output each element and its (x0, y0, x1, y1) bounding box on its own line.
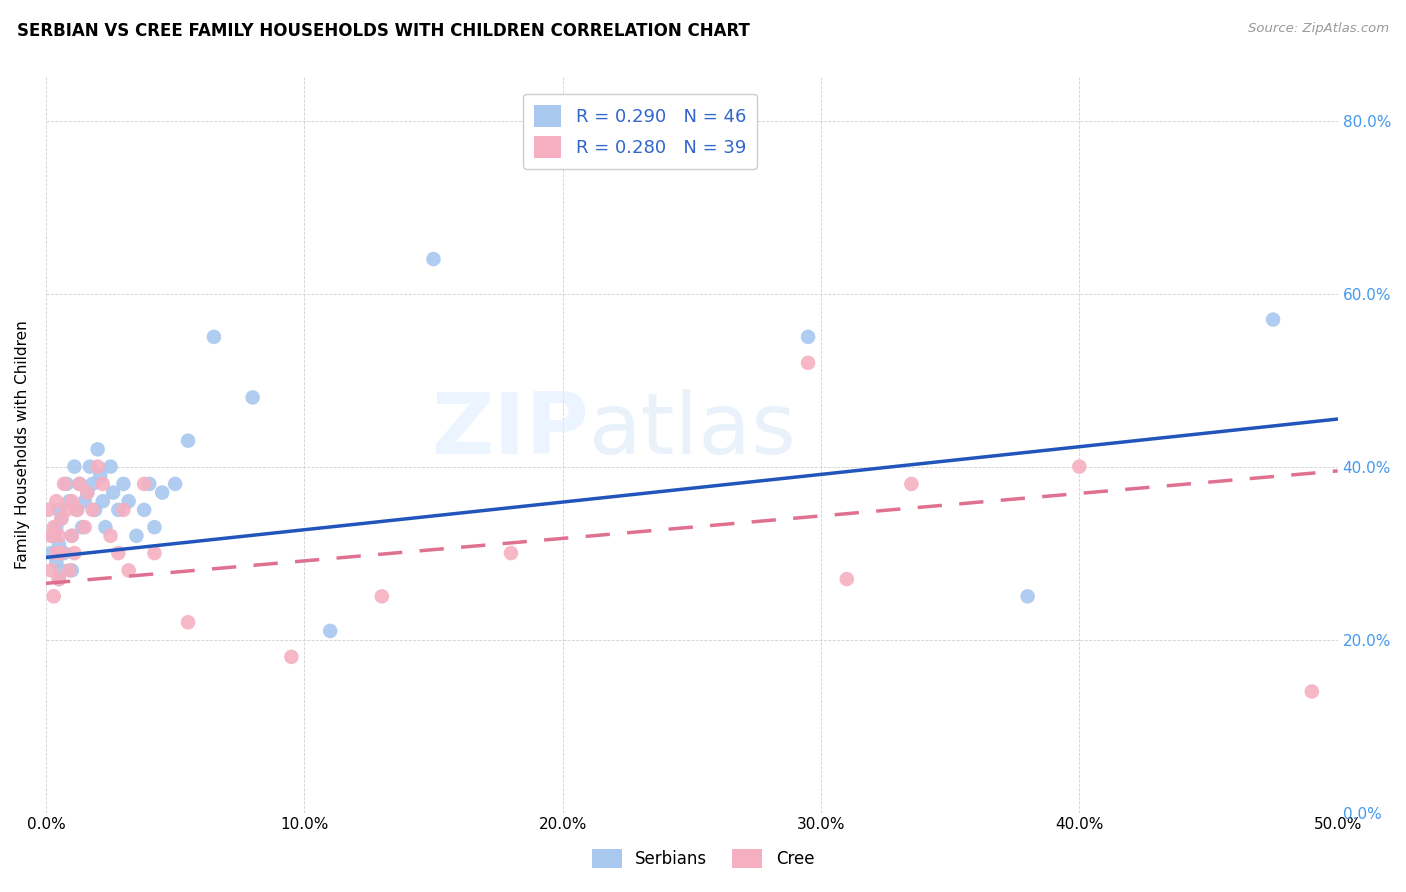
Point (94, 520, 117, 534)
Point (143, 520, 166, 534)
Point (117, 563, 139, 577)
Point (60, 529, 83, 543)
Point (797, 330, 820, 344)
Point (51, 563, 73, 577)
Point (45, 555, 67, 569)
Point (86, 459, 108, 474)
Point (107, 546, 129, 560)
Text: SERBIAN VS CREE FAMILY HOUSEHOLDS WITH CHILDREN CORRELATION CHART: SERBIAN VS CREE FAMILY HOUSEHOLDS WITH C… (17, 22, 749, 40)
Point (45, 520, 67, 534)
Point (100, 459, 122, 474)
Point (202, 330, 225, 344)
Point (70, 520, 93, 534)
Point (53, 476, 76, 491)
Point (48, 572, 70, 586)
Text: atlas: atlas (589, 389, 796, 472)
Point (1069, 459, 1091, 474)
Point (60, 529, 83, 543)
Point (177, 434, 200, 448)
Legend: R = 0.290   N = 46, R = 0.280   N = 39: R = 0.290 N = 46, R = 0.280 N = 39 (523, 94, 756, 169)
Point (79, 459, 101, 474)
Point (134, 503, 156, 517)
Point (101, 485, 124, 500)
Point (1261, 312, 1284, 326)
Point (60, 494, 83, 508)
Y-axis label: Family Households with Children: Family Households with Children (15, 320, 30, 569)
Point (134, 476, 156, 491)
Point (84, 503, 107, 517)
Point (499, 546, 522, 560)
Point (42, 520, 65, 534)
Point (42, 590, 65, 604)
Point (138, 476, 160, 491)
Point (165, 476, 187, 491)
Point (58, 563, 80, 577)
Point (76, 485, 98, 500)
Point (38, 503, 60, 517)
Point (48, 503, 70, 517)
Point (371, 590, 394, 604)
Point (112, 503, 135, 517)
Point (48, 529, 70, 543)
Point (51, 546, 73, 560)
Point (45, 546, 67, 560)
Point (51, 511, 73, 525)
Point (55, 503, 77, 517)
Text: ZIP: ZIP (430, 389, 589, 472)
Legend: Serbians, Cree: Serbians, Cree (585, 842, 821, 875)
Point (55, 476, 77, 491)
Point (66, 503, 89, 517)
Point (900, 476, 922, 491)
Point (319, 624, 342, 638)
Point (91, 494, 114, 508)
Point (73, 520, 96, 534)
Point (117, 494, 139, 508)
Point (63, 546, 86, 560)
Point (82, 503, 104, 517)
Point (66, 503, 89, 517)
Point (91, 476, 114, 491)
Point (69, 476, 91, 491)
Point (797, 356, 820, 370)
Point (422, 252, 444, 266)
Point (76, 485, 98, 500)
Point (280, 649, 302, 664)
Point (60, 563, 83, 577)
Point (82, 476, 104, 491)
Text: Source: ZipAtlas.com: Source: ZipAtlas.com (1249, 22, 1389, 36)
Point (100, 529, 122, 543)
Point (58, 494, 80, 508)
Point (1301, 684, 1323, 698)
Point (177, 615, 200, 630)
Point (1017, 590, 1039, 604)
Point (143, 546, 166, 560)
Point (125, 529, 148, 543)
Point (39, 546, 62, 560)
Point (39, 529, 62, 543)
Point (242, 391, 264, 405)
Point (39, 563, 62, 577)
Point (112, 476, 135, 491)
Point (42, 529, 65, 543)
Point (89, 468, 111, 483)
Point (150, 485, 173, 500)
Point (48, 572, 70, 586)
Point (63, 459, 86, 474)
Point (45, 494, 67, 508)
Point (73, 494, 96, 508)
Point (51, 511, 73, 525)
Point (53, 546, 76, 560)
Point (69, 476, 91, 491)
Point (86, 442, 108, 457)
Point (835, 572, 858, 586)
Point (107, 503, 129, 517)
Point (48, 537, 70, 551)
